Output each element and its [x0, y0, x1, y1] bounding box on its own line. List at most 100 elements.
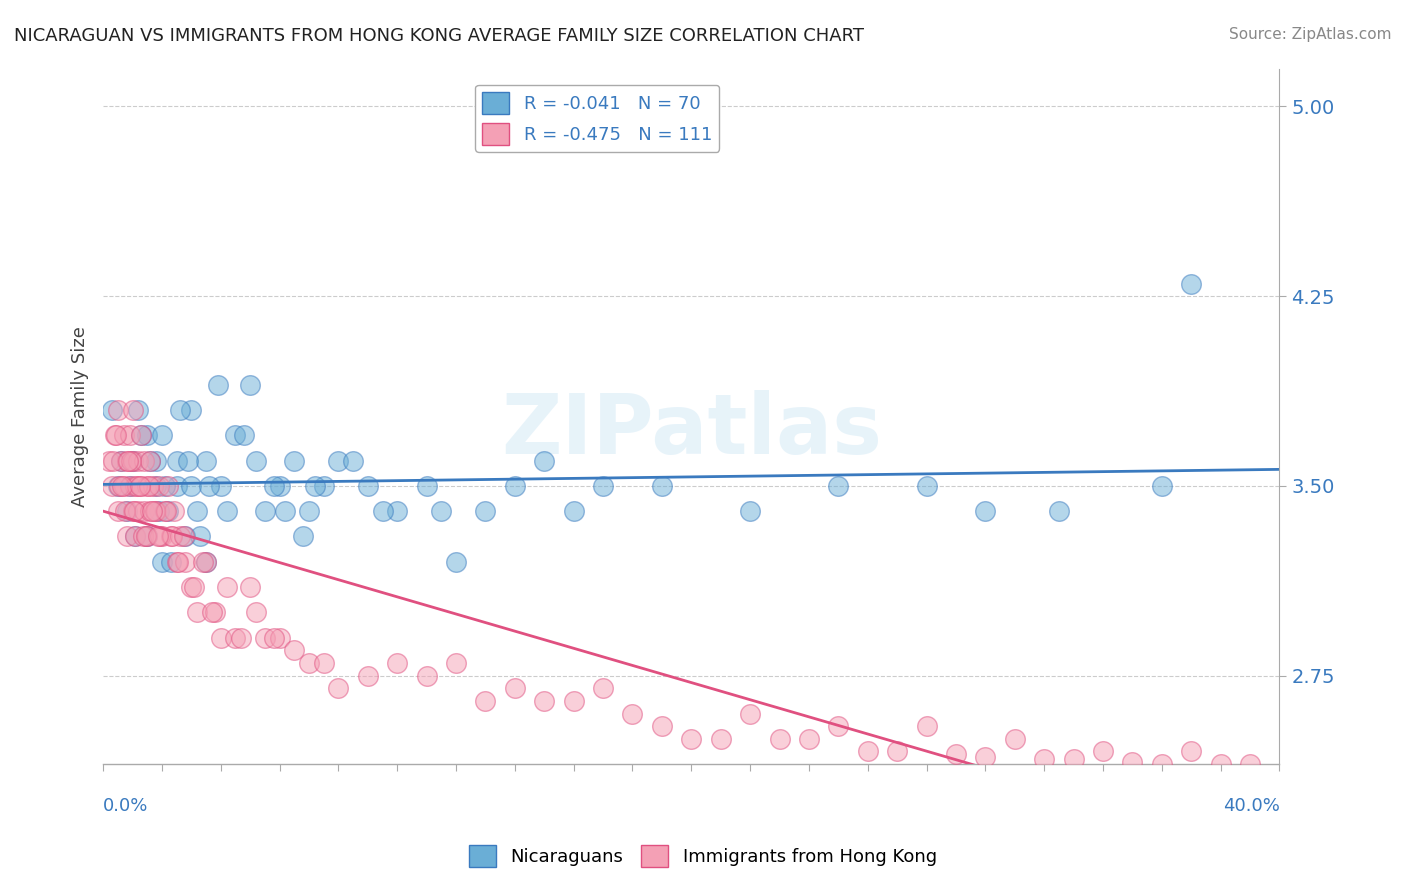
Point: [136, 529, 159, 543]
Point: [269, 479, 291, 493]
Point: [312, 479, 335, 493]
Point: [245, 605, 267, 619]
Point: [150, 428, 173, 442]
Point: [263, 479, 285, 493]
Legend: Nicaraguans, Immigrants from Hong Kong: Nicaraguans, Immigrants from Hong Kong: [461, 838, 945, 874]
Y-axis label: Average Family Size: Average Family Size: [72, 326, 89, 507]
Point: [1180, 277, 1202, 291]
Point: [827, 479, 849, 493]
Point: [974, 504, 997, 518]
Point: [533, 694, 555, 708]
Point: [153, 504, 176, 518]
Point: [169, 403, 191, 417]
Point: [328, 453, 350, 467]
Point: [121, 453, 143, 467]
Point: [173, 529, 195, 543]
Point: [141, 504, 163, 518]
Point: [681, 731, 703, 746]
Point: [139, 453, 162, 467]
Point: [121, 504, 143, 518]
Point: [124, 479, 146, 493]
Point: [186, 605, 208, 619]
Point: [195, 555, 218, 569]
Point: [768, 731, 790, 746]
Point: [124, 529, 146, 543]
Point: [180, 479, 202, 493]
Point: [167, 555, 190, 569]
Point: [145, 453, 167, 467]
Point: [101, 403, 124, 417]
Point: [209, 479, 232, 493]
Point: [1150, 757, 1173, 772]
Point: [118, 428, 141, 442]
Point: [105, 428, 128, 442]
Point: [174, 529, 197, 543]
Point: [136, 479, 159, 493]
Point: [474, 694, 496, 708]
Point: [118, 479, 141, 493]
Point: [357, 479, 380, 493]
Point: [415, 668, 437, 682]
Point: [312, 656, 335, 670]
Point: [387, 656, 409, 670]
Point: [114, 504, 136, 518]
Point: [180, 403, 202, 417]
Point: [215, 580, 238, 594]
Point: [1091, 744, 1114, 758]
Point: [121, 453, 143, 467]
Point: [204, 605, 226, 619]
Text: 40.0%: 40.0%: [1223, 797, 1279, 815]
Point: [177, 453, 200, 467]
Point: [1239, 757, 1261, 772]
Point: [253, 504, 276, 518]
Point: [142, 479, 165, 493]
Point: [1180, 744, 1202, 758]
Point: [153, 479, 176, 493]
Point: [233, 428, 256, 442]
Point: [103, 453, 125, 467]
Point: [107, 479, 129, 493]
Point: [162, 529, 184, 543]
Point: [592, 681, 614, 696]
Point: [131, 428, 153, 442]
Point: [166, 479, 188, 493]
Point: [797, 731, 820, 746]
Point: [122, 504, 145, 518]
Text: Source: ZipAtlas.com: Source: ZipAtlas.com: [1229, 27, 1392, 42]
Point: [132, 529, 155, 543]
Point: [131, 428, 153, 442]
Point: [387, 504, 409, 518]
Point: [111, 479, 134, 493]
Point: [283, 643, 305, 657]
Point: [156, 479, 179, 493]
Point: [562, 504, 585, 518]
Point: [651, 479, 673, 493]
Point: [134, 453, 156, 467]
Point: [371, 504, 394, 518]
Point: [239, 377, 262, 392]
Point: [209, 631, 232, 645]
Point: [974, 749, 997, 764]
Point: [101, 479, 124, 493]
Point: [180, 580, 202, 594]
Point: [136, 428, 159, 442]
Point: [195, 453, 218, 467]
Point: [503, 681, 526, 696]
Point: [145, 504, 167, 518]
Point: [118, 479, 141, 493]
Point: [342, 453, 364, 467]
Point: [710, 731, 733, 746]
Point: [124, 529, 146, 543]
Point: [1063, 752, 1085, 766]
Point: [186, 504, 208, 518]
Point: [174, 555, 197, 569]
Point: [269, 631, 291, 645]
Point: [98, 453, 121, 467]
Point: [156, 504, 179, 518]
Point: [274, 504, 297, 518]
Point: [533, 453, 555, 467]
Point: [150, 555, 173, 569]
Point: [444, 656, 467, 670]
Point: [150, 529, 173, 543]
Point: [159, 529, 181, 543]
